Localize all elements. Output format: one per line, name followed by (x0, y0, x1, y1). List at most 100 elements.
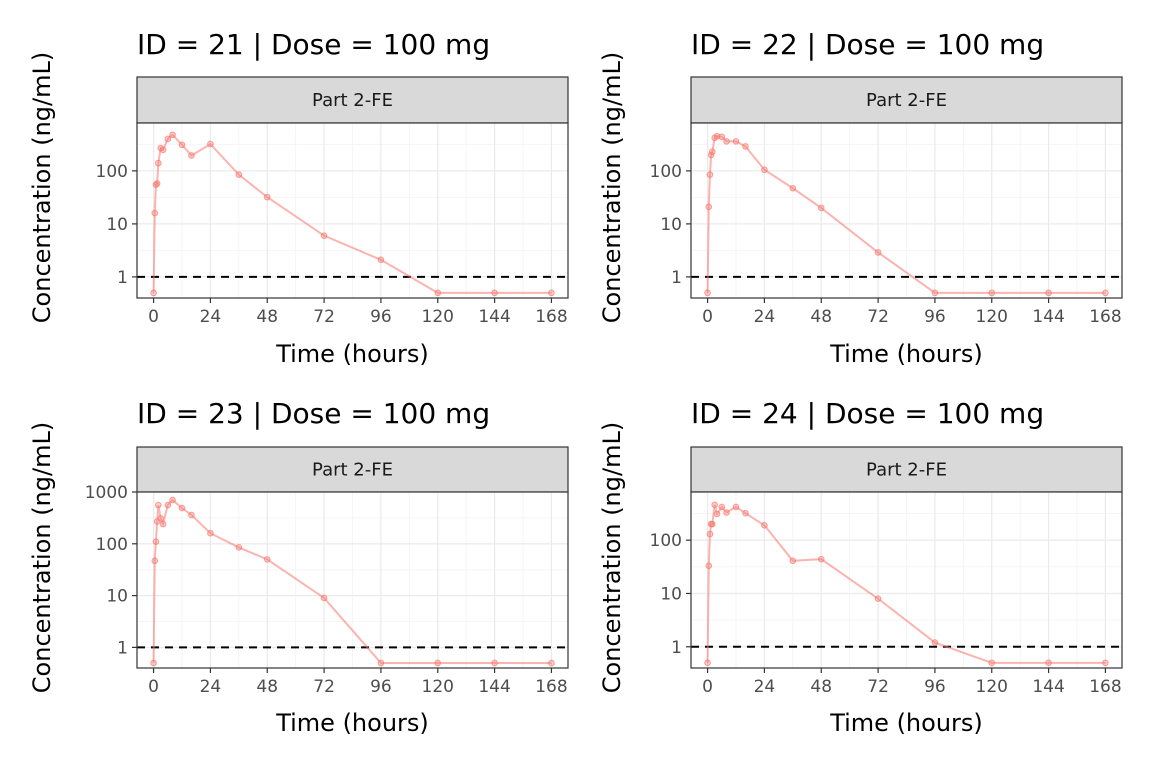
panel-border (136, 122, 569, 299)
data-point (377, 659, 385, 667)
y-tick-label: 100 (650, 531, 682, 551)
data-point (207, 140, 214, 148)
x-tick-label: 120 (976, 677, 1008, 697)
panel-title: ID = 21 | Dose = 100 mg (137, 28, 490, 61)
y-axis-label: Concentration (ng/mL) (598, 52, 626, 323)
x-tick-label: 168 (1089, 677, 1121, 697)
data-point (706, 530, 714, 538)
y-tick-label: 1000 (85, 483, 128, 503)
x-tick-label: 168 (535, 307, 567, 327)
facet-strip-label: Part 2-FE (866, 90, 947, 111)
facet-strip (690, 76, 1123, 124)
x-tick-label: 0 (702, 307, 713, 327)
data-point (434, 659, 442, 667)
x-axis-label: Time (hours) (275, 340, 429, 368)
x-tick-label: 24 (200, 307, 222, 327)
data-point (706, 171, 714, 178)
panel-border (690, 491, 1123, 669)
x-tick-label: 144 (1032, 307, 1064, 327)
data-point (153, 180, 161, 187)
data-point (188, 511, 195, 519)
x-axis-label: Time (hours) (829, 709, 983, 737)
data-point (705, 203, 713, 211)
data-point (718, 503, 726, 511)
data-point (817, 555, 825, 563)
y-axis-label: Concentration (ng/mL) (28, 52, 56, 323)
data-point (761, 521, 768, 529)
data-point (732, 503, 740, 511)
x-tick-label: 72 (313, 307, 335, 327)
panel-title: ID = 24 | Dose = 100 mg (691, 397, 1044, 430)
x-tick-label: 96 (370, 307, 392, 327)
data-point (817, 204, 825, 212)
x-tick-label: 144 (478, 307, 510, 327)
x-tick-label: 0 (148, 677, 159, 697)
y-tick-label: 10 (106, 215, 128, 235)
x-tick-label: 72 (313, 677, 335, 697)
data-point (742, 143, 749, 150)
data-point (169, 131, 176, 139)
x-tick-label: 48 (256, 677, 278, 697)
x-tick-label: 0 (702, 677, 713, 697)
data-point (155, 501, 162, 509)
data-point (874, 595, 882, 602)
y-tick-label: 1 (671, 268, 682, 288)
data-point (704, 659, 711, 667)
y-tick-label: 1 (117, 268, 128, 288)
x-tick-label: 24 (200, 677, 222, 697)
data-point (157, 515, 164, 522)
x-axis-label: Time (hours) (275, 709, 429, 737)
data-point (491, 659, 498, 667)
data-point (548, 289, 555, 297)
x-tick-label: 72 (867, 307, 889, 327)
panel-title: ID = 22 | Dose = 100 mg (691, 28, 1044, 61)
data-point (263, 556, 271, 563)
data-point (491, 289, 498, 297)
x-tick-label: 144 (1032, 677, 1064, 697)
data-point (159, 520, 167, 528)
data-point (178, 141, 186, 149)
data-point (164, 135, 172, 143)
y-tick-label: 1 (671, 638, 682, 658)
x-tick-label: 120 (422, 307, 454, 327)
panel-border (690, 122, 1123, 299)
data-point (164, 501, 172, 509)
y-tick-label: 10 (106, 587, 128, 607)
data-point (705, 562, 713, 570)
data-point (155, 159, 162, 167)
data-point (320, 232, 328, 239)
data-point (150, 289, 157, 297)
facet-strip (136, 446, 569, 493)
data-point (704, 289, 711, 297)
data-point (377, 256, 385, 264)
x-tick-label: 48 (810, 307, 832, 327)
x-tick-label: 24 (754, 307, 776, 327)
x-tick-label: 24 (754, 677, 776, 697)
y-tick-label: 100 (96, 162, 128, 182)
panel-4: ID = 24 | Dose = 100 mg Part 2-FE 0 24 48 72 9… (598, 397, 1123, 737)
data-point (789, 184, 797, 192)
series-line (152, 498, 552, 664)
data-point (1102, 659, 1109, 667)
y-tick-label: 100 (96, 535, 128, 555)
facet-strip-label: Part 2-FE (312, 460, 393, 481)
data-point (988, 659, 996, 667)
data-point (1045, 659, 1052, 667)
data-point (169, 496, 176, 504)
data-point (548, 659, 555, 667)
data-point (235, 544, 243, 551)
series-line (152, 133, 552, 294)
y-axis-label: Concentration (ng/mL) (28, 422, 56, 693)
y-axis-label: Concentration (ng/mL) (598, 422, 626, 693)
data-point (789, 557, 797, 565)
data-point (709, 520, 716, 528)
data-point (761, 166, 768, 174)
data-point (150, 659, 157, 667)
data-point (188, 152, 195, 159)
x-tick-label: 96 (924, 307, 946, 327)
y-tick-label: 1 (117, 638, 128, 658)
data-point (1045, 289, 1052, 297)
data-point (207, 529, 214, 537)
x-tick-label: 48 (256, 307, 278, 327)
series-line (706, 504, 1106, 664)
